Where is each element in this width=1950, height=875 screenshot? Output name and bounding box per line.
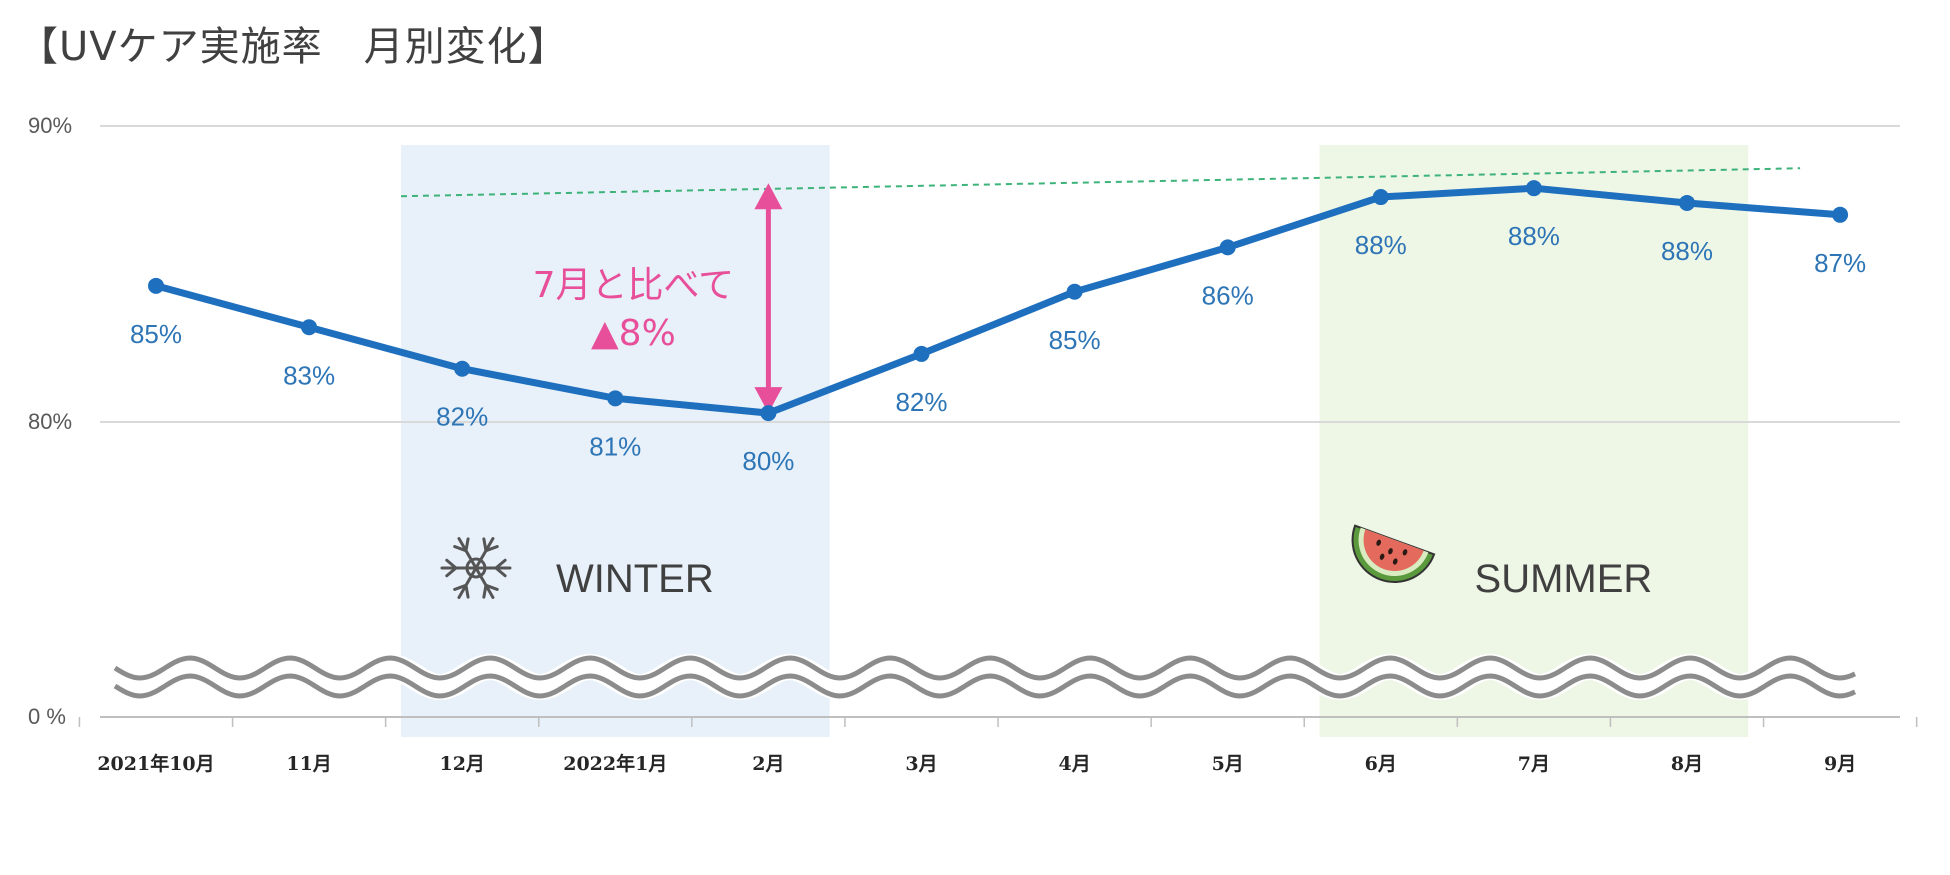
tick-labels: 90% 80% 0 % 2021年10月 11月 12月 2022年1月 2月 3月 4月 5月 6月…	[28, 113, 1856, 775]
data-point	[148, 277, 164, 294]
snowflake-branch	[464, 583, 470, 599]
annotation-group: 7月と比べて ▲8%	[533, 183, 783, 414]
data-point	[1525, 180, 1542, 197]
x-tick-label: 12月	[439, 753, 484, 775]
x-tick-label: 9月	[1824, 753, 1856, 775]
snowflake-branch	[453, 545, 468, 553]
snowflake-branch	[484, 583, 499, 591]
data-point	[607, 390, 624, 407]
watermelon-seed	[1379, 553, 1385, 560]
data-point	[1372, 189, 1389, 206]
data-label: 85%	[130, 319, 182, 349]
data-point	[1219, 239, 1236, 256]
snowflake-arm	[474, 566, 495, 599]
snowflake-arm	[474, 537, 495, 570]
data-labels: 85% 83% 82% 81% 80% 82% 85% 86% 88% 88% 88% 87%	[130, 221, 1866, 476]
data-label: 88%	[1355, 230, 1407, 260]
y-tick-label: 80%	[28, 409, 72, 434]
data-point	[913, 345, 930, 362]
reference-line	[400, 167, 1801, 198]
snowflake-branch	[482, 583, 488, 599]
x-tick-label: 2021年10月	[97, 752, 214, 775]
snowflake-branch	[464, 537, 470, 553]
data-label: 80%	[742, 446, 794, 476]
x-tick-label: 2022年1月	[563, 752, 667, 775]
snowflake-branch	[494, 566, 507, 578]
chart-title: 【UVケア実施率 月別変化】	[18, 24, 569, 70]
data-label: 82%	[436, 402, 488, 432]
snowflake-branch	[482, 537, 488, 553]
data-point	[1832, 206, 1849, 223]
data-point	[301, 319, 318, 336]
data-label: 86%	[1202, 280, 1254, 310]
snowflake-center	[465, 557, 487, 579]
data-label: 88%	[1661, 236, 1713, 266]
series-group	[148, 180, 1849, 422]
season-bands: WINTER SUMMER	[400, 145, 1749, 737]
snowflake-branch	[445, 558, 458, 570]
y-tick-label: 0 %	[28, 704, 66, 729]
axes	[78, 716, 1918, 727]
x-tick-label: 3月	[905, 753, 937, 775]
data-label: 88%	[1508, 221, 1560, 251]
snowflake-branch	[453, 583, 468, 591]
annotation-text: 7月と比べて	[533, 265, 734, 306]
watermelon-seed	[1388, 548, 1393, 555]
x-tick-label: 6月	[1365, 753, 1397, 775]
axis-break-fill	[108, 653, 1861, 701]
season-label-summer: SUMMER	[1475, 557, 1653, 601]
snowflake-arm	[457, 537, 478, 570]
x-tick-label: 11月	[286, 753, 331, 775]
annotation-arrow-head-up	[754, 183, 783, 210]
annotation-arrow-head-down	[754, 387, 783, 414]
watermelon-seed	[1392, 558, 1398, 565]
watermelon-icon	[1351, 524, 1436, 583]
snowflake-branch	[445, 566, 458, 578]
data-point	[1066, 283, 1083, 300]
x-tick-label: 8月	[1671, 753, 1703, 775]
annotation-value: ▲8%	[591, 313, 676, 354]
reference-line-group	[400, 167, 1801, 198]
x-tick-label: 5月	[1212, 753, 1244, 775]
watermelon-seed	[1376, 539, 1382, 546]
axis-break-line	[113, 655, 1857, 681]
data-point	[454, 360, 471, 377]
x-tick-label: 7月	[1518, 753, 1550, 775]
data-label: 82%	[895, 387, 947, 417]
snowflake-arm	[457, 566, 478, 599]
x-tick-label: 4月	[1058, 753, 1090, 775]
snowflake-icon	[440, 537, 512, 599]
season-label-winter: WINTER	[556, 557, 714, 601]
data-label: 87%	[1814, 248, 1866, 278]
snowflake-branch	[484, 545, 499, 553]
watermelon-seed	[1402, 549, 1408, 556]
data-point	[760, 405, 777, 422]
x-tick-label: 2月	[752, 753, 784, 775]
data-label: 83%	[283, 360, 335, 390]
data-label: 85%	[1049, 325, 1101, 355]
y-tick-label: 90%	[28, 113, 72, 138]
snowflake-branch	[494, 558, 507, 570]
grid-lines	[100, 125, 1900, 423]
data-point	[1679, 194, 1695, 211]
axis-break	[108, 653, 1861, 701]
season-band-summer	[1319, 145, 1749, 737]
series-line	[152, 184, 1844, 417]
data-label: 81%	[589, 431, 641, 461]
axis-break-line	[113, 673, 1857, 699]
season-band-winter	[400, 145, 830, 737]
